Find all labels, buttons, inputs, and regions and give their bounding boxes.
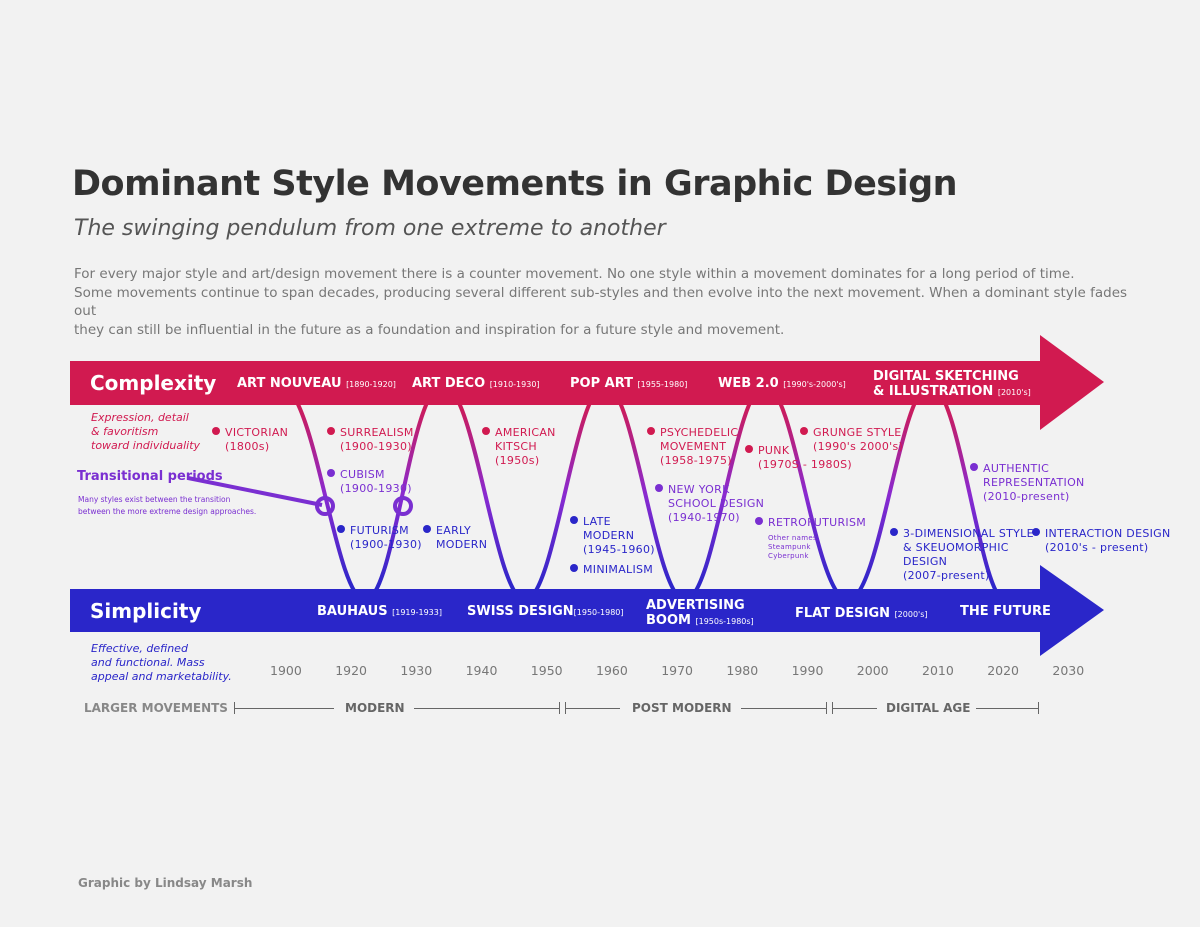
simplicity-movement: BAUHAUS [1919-1933] bbox=[317, 604, 442, 619]
year-tick-label: 2030 bbox=[1052, 663, 1085, 678]
complexity-description: Expression, detail & favoritism toward ind… bbox=[91, 411, 201, 452]
transitional-description: Many styles exist between the transition… bbox=[78, 495, 257, 516]
style-label: PSYCHEDELIC MOVEMENT (1958-1975) bbox=[647, 426, 738, 468]
complexity-arrow bbox=[70, 335, 1104, 430]
style-label: FUTURISM (1900-1930) bbox=[337, 524, 422, 552]
style-label: PUNK (1970S - 1980S) bbox=[745, 444, 852, 472]
credit: Graphic by Lindsay Marsh bbox=[78, 876, 253, 890]
larger-movement: MODERN bbox=[345, 701, 405, 715]
bullet-icon bbox=[970, 463, 978, 471]
bullet-icon bbox=[570, 516, 578, 524]
simplicity-description: Effective, defined and functional. Mass ap… bbox=[91, 642, 232, 683]
style-label: 3-DIMENSIONAL STYLE & SKEUOMORPHIC DESIGN(… bbox=[890, 527, 1034, 583]
intro-line: Some movements continue to span decades,… bbox=[74, 284, 1128, 320]
style-label: SURREALISM (1900-1930) bbox=[327, 426, 414, 454]
year-tick-label: 1900 bbox=[270, 663, 302, 678]
year-tick-label: 1940 bbox=[465, 663, 498, 678]
year-tick-label: 1980 bbox=[726, 663, 759, 678]
year-tick-label: 1950 bbox=[530, 663, 563, 678]
complexity-label: Complexity bbox=[90, 371, 217, 395]
complexity-movement: ART DECO [1910-1930] bbox=[412, 376, 540, 391]
bullet-icon bbox=[337, 525, 345, 533]
complexity-movement: POP ART [1955-1980] bbox=[570, 376, 688, 391]
bullet-icon bbox=[745, 445, 753, 453]
intro-line: For every major style and art/design mov… bbox=[74, 266, 1075, 282]
bullet-icon bbox=[647, 427, 655, 435]
style-label: EARLY MODERN bbox=[423, 524, 487, 552]
style-label: MINIMALISM bbox=[570, 563, 653, 577]
simplicity-movement: ADVERTISING BOOM [1950s-1980s] bbox=[646, 598, 754, 628]
bullet-icon bbox=[423, 525, 431, 533]
transition-marker bbox=[393, 496, 413, 516]
complexity-movement: DIGITAL SKETCHING & ILLUSTRATION [2010's] bbox=[873, 369, 1031, 399]
complexity-movement: WEB 2.0 [1990's-2000's] bbox=[718, 376, 846, 391]
style-label: GRUNGE STYLE (1990's 2000's) bbox=[800, 426, 903, 454]
style-label: RETROFUTURISM Other names: Steampunk Cyberp… bbox=[755, 516, 866, 561]
bullet-icon bbox=[327, 469, 335, 477]
larger-movements-label: LARGER MOVEMENTS bbox=[84, 701, 228, 715]
subtitle: The swinging pendulum from one extreme t… bbox=[74, 216, 666, 241]
simplicity-label: Simplicity bbox=[90, 599, 202, 623]
transitional-label: Transitional periods bbox=[77, 469, 223, 484]
style-label: AUTHENTIC REPRESENTATION (2010-present) bbox=[970, 462, 1085, 504]
transitional-pointer bbox=[187, 476, 323, 507]
simplicity-movement: FLAT DESIGN [2000's] bbox=[795, 606, 928, 621]
bullet-icon bbox=[327, 427, 335, 435]
pendulum-wave bbox=[279, 382, 1006, 603]
intro-line: they can still be influential in the fut… bbox=[74, 321, 785, 338]
simplicity-movement: SWISS DESIGN[1950-1980] bbox=[467, 604, 624, 619]
style-label: NEW YORK SCHOOL DESIGN (1940-1970) bbox=[655, 483, 764, 525]
year-tick-label: 2000 bbox=[856, 663, 889, 678]
year-tick-label: 1920 bbox=[335, 663, 367, 678]
style-label: INTERACTION DESIGN (2010's - present) bbox=[1032, 527, 1171, 555]
year-tick-label: 1960 bbox=[596, 663, 628, 678]
simplicity-movement: THE FUTURE bbox=[960, 604, 1051, 619]
simplicity-arrow bbox=[70, 565, 1104, 656]
year-tick-label: 1970 bbox=[661, 663, 693, 678]
year-tick-label: 2020 bbox=[987, 663, 1019, 678]
year-tick-label: 2010 bbox=[922, 663, 954, 678]
bullet-icon bbox=[755, 517, 763, 525]
bullet-icon bbox=[482, 427, 490, 435]
style-label: VICTORIAN (1800s) bbox=[212, 426, 288, 454]
style-label: AMERICAN KITSCH (1950s) bbox=[482, 426, 556, 468]
bullet-icon bbox=[890, 528, 898, 536]
bullet-icon bbox=[800, 427, 808, 435]
transition-marker bbox=[315, 496, 335, 516]
bullet-icon bbox=[655, 484, 663, 492]
year-tick-label: 1990 bbox=[791, 663, 824, 678]
intro-text: For every major style and art/design mov… bbox=[74, 265, 1134, 339]
larger-movement: POST MODERN bbox=[632, 701, 732, 715]
larger-movement: DIGITAL AGE bbox=[886, 701, 971, 715]
page-title: Dominant Style Movements in Graphic Desi… bbox=[72, 164, 958, 204]
bullet-icon bbox=[1032, 528, 1040, 536]
year-tick-label: 1930 bbox=[400, 663, 433, 678]
style-label: CUBISM (1900-1930) bbox=[327, 468, 412, 496]
style-label: LATE MODERN (1945-1960) bbox=[570, 515, 655, 557]
complexity-movement: ART NOUVEAU [1890-1920] bbox=[237, 376, 396, 391]
bullet-icon bbox=[212, 427, 220, 435]
bullet-icon bbox=[570, 564, 578, 572]
